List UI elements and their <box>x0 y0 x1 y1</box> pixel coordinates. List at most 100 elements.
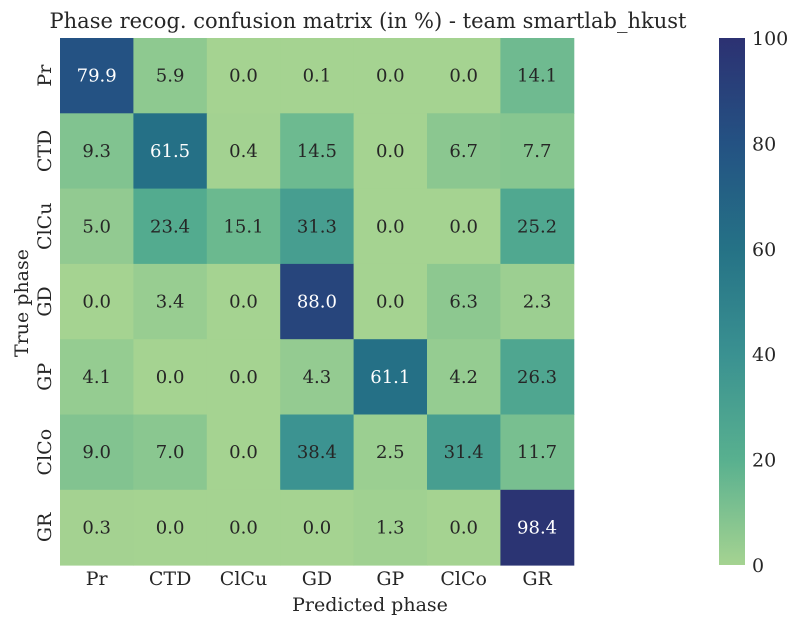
heatmap-cell <box>427 414 501 491</box>
heatmap-cell <box>427 263 501 340</box>
heatmap-cell <box>133 414 208 491</box>
cell-value-label: 0.4 <box>229 141 258 162</box>
colorbar-tick-label: 100 <box>752 28 788 50</box>
cell-value-label: 0.0 <box>449 517 478 538</box>
heatmap-cell <box>500 188 575 265</box>
y-tick-label: GP <box>34 363 56 391</box>
heatmap-cell <box>60 113 134 190</box>
heatmap-cell <box>60 489 134 566</box>
heatmap-cell <box>280 489 355 566</box>
colorbar-tick-labels: 0 20 40 60 80 100 <box>752 28 788 577</box>
cell-value-label: 4.1 <box>82 367 111 388</box>
cell-value-label: 3.4 <box>156 292 185 313</box>
heatmap-cell <box>206 414 281 491</box>
cell-value-label: 79.9 <box>77 66 117 87</box>
cell-value-label: 0.0 <box>229 367 258 388</box>
cell-value-label: 2.5 <box>376 442 405 463</box>
heatmap-cell <box>427 113 501 190</box>
cell-value-label: 61.5 <box>150 141 190 162</box>
y-tick-label: Pr <box>34 64 56 87</box>
cell-value-label: 7.0 <box>156 442 185 463</box>
cell-value-label: 0.1 <box>303 66 332 87</box>
x-tick-label: CTD <box>149 568 191 590</box>
heatmap-cell <box>427 38 501 114</box>
heatmap-cell <box>353 113 428 190</box>
cell-value-label: 88.0 <box>297 292 337 313</box>
heatmap-cell <box>280 263 355 340</box>
cell-value-label: 1.3 <box>376 517 405 538</box>
cell-value-label: 0.0 <box>449 66 478 87</box>
x-axis-label: Predicted phase <box>292 594 448 616</box>
cell-value-label: 0.0 <box>156 517 185 538</box>
cell-value-label: 6.3 <box>449 292 478 313</box>
cell-value-label: 6.7 <box>449 141 478 162</box>
heatmap-cell <box>206 113 281 190</box>
cell-value-label: 0.0 <box>229 292 258 313</box>
heatmap-cell <box>206 188 281 265</box>
cell-value-label: 26.3 <box>517 367 557 388</box>
cell-value-label: 5.9 <box>156 66 185 87</box>
heatmap-cell <box>206 263 281 340</box>
heatmap-cell <box>500 339 575 415</box>
heatmap-cell <box>133 263 208 340</box>
y-tick-labels: Pr CTD ClCu GD GP ClCo GR <box>34 64 56 542</box>
y-tick-label: CTD <box>34 130 56 172</box>
heatmap-cell <box>353 188 428 265</box>
cell-value-label: 7.7 <box>523 141 552 162</box>
heatmap-cell <box>133 339 208 415</box>
heatmap-cell <box>133 38 208 114</box>
cell-value-label: 0.0 <box>376 141 405 162</box>
cell-value-label: 23.4 <box>150 216 190 237</box>
cell-value-label: 0.0 <box>376 66 405 87</box>
colorbar-tick-label: 40 <box>752 344 776 366</box>
heatmap-cell <box>133 188 208 265</box>
x-tick-label: GD <box>302 568 332 590</box>
cell-value-label: 4.2 <box>449 367 478 388</box>
heatmap-cells <box>60 38 575 566</box>
cell-value-label: 0.0 <box>229 442 258 463</box>
x-tick-label: GR <box>522 568 552 590</box>
cell-value-label: 0.0 <box>376 292 405 313</box>
heatmap-cell <box>206 489 281 566</box>
heatmap-cell <box>500 263 575 340</box>
heatmap-cell <box>353 339 428 415</box>
cell-value-label: 0.0 <box>229 66 258 87</box>
x-tick-label: ClCo <box>440 568 487 590</box>
heatmap-cell <box>60 38 134 114</box>
cell-value-label: 61.1 <box>370 367 410 388</box>
y-axis-label: True phase <box>11 249 33 357</box>
cell-value-label: 14.1 <box>517 66 557 87</box>
colorbar <box>719 38 745 565</box>
x-tick-labels: Pr CTD ClCu GD GP ClCo GR <box>86 568 553 590</box>
cell-value-label: 31.4 <box>444 442 484 463</box>
y-tick-label: ClCo <box>34 429 56 476</box>
heatmap-cell <box>353 263 428 340</box>
heatmap-cell <box>60 414 134 491</box>
heatmap-cell <box>427 489 501 566</box>
colorbar-tick-label: 80 <box>752 133 776 155</box>
cell-value-label: 0.0 <box>303 517 332 538</box>
cell-value-label: 0.3 <box>82 517 111 538</box>
colorbar-tick-label: 60 <box>752 239 776 261</box>
heatmap-cell <box>133 113 208 190</box>
cell-value-label: 98.4 <box>517 517 557 538</box>
colorbar-tick-label: 20 <box>752 450 776 472</box>
heatmap-cell <box>353 414 428 491</box>
heatmap-cell <box>427 188 501 265</box>
x-tick-label: Pr <box>86 568 109 590</box>
heatmap-cell <box>280 38 355 114</box>
heatmap-cell <box>60 263 134 340</box>
cell-value-label: 9.3 <box>82 141 111 162</box>
heatmap-cell <box>427 339 501 415</box>
heatmap-cell <box>280 113 355 190</box>
heatmap-cell <box>500 38 575 114</box>
cell-value-label: 14.5 <box>297 141 337 162</box>
heatmap-cell <box>60 339 134 415</box>
x-tick-label: ClCu <box>220 568 267 590</box>
colorbar-tick-label: 0 <box>752 555 764 577</box>
x-tick-label: GP <box>376 568 404 590</box>
cell-value-label: 0.0 <box>449 216 478 237</box>
cell-value-label: 31.3 <box>297 216 337 237</box>
cell-value-label: 38.4 <box>297 442 337 463</box>
